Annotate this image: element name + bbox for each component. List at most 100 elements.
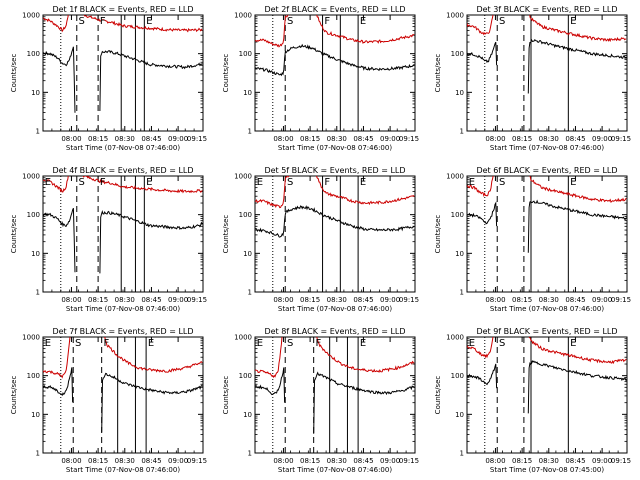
panel-det-9: Det 9f BLACK = Events, RED = LLD 1 10 100 10… (434, 327, 631, 474)
x-tick-label: 09:00 (592, 296, 612, 304)
x-tick-label: 09:00 (168, 296, 188, 304)
annotation-s: S (287, 177, 293, 188)
y-tick-label: 1000 (234, 173, 252, 181)
y-tick-label: 100 (27, 211, 40, 219)
y-axis-label: Counts/sec (10, 215, 18, 254)
annotation-f: F (103, 338, 109, 349)
series-lld-line (255, 176, 415, 209)
plot-frame (42, 336, 204, 454)
x-tick-label: 09:15 (611, 296, 631, 304)
x-tick-label: 09:00 (380, 296, 400, 304)
y-tick-label: 1 (36, 289, 40, 297)
annotation-e: E (45, 338, 51, 349)
x-tick-label: 08:15 (300, 296, 320, 304)
series-events-line-2 (101, 372, 203, 433)
annotation-e: E (146, 16, 152, 27)
x-tick-label: 08:45 (141, 296, 161, 304)
annotation-s: S (287, 16, 293, 27)
annotation-f: F (315, 338, 321, 349)
series-events-line (255, 43, 415, 77)
y-axis-label: Counts/sec (10, 54, 18, 93)
panel-title: Det 4f BLACK = Events, RED = LLD (52, 166, 193, 175)
series-lld-line (255, 337, 415, 379)
y-axis-label: Counts/sec (222, 376, 230, 415)
y-tick-label: 10 (243, 250, 252, 258)
x-tick-label: 08:30 (115, 296, 135, 304)
series-lld-line (467, 15, 627, 43)
y-tick-label: 1000 (234, 12, 252, 20)
x-tick-label: 08:30 (327, 457, 347, 465)
plot-frame (466, 336, 628, 454)
x-tick-label: 09:15 (399, 296, 419, 304)
annotation-e: E (360, 338, 366, 349)
y-tick-label: 100 (451, 211, 464, 219)
annotation-e: E (257, 177, 263, 188)
y-tick-label: 10 (31, 411, 40, 419)
annotation-e: E (45, 177, 51, 188)
series-lld-line (43, 337, 203, 379)
annotation-f: F (100, 16, 106, 27)
x-axis-label: Start Time (07-Nov-08 07:46:00) (278, 466, 392, 474)
series-lld-line (43, 176, 203, 194)
series-events-line-2 (527, 38, 627, 94)
x-tick-label: 08:00 (485, 296, 505, 304)
y-axis-label: Counts/sec (222, 54, 230, 93)
annotation-s: S (79, 16, 85, 27)
x-tick-label: 08:15 (512, 296, 532, 304)
y-tick-label: 1 (248, 450, 252, 458)
series-events-line-2 (99, 210, 203, 274)
series-lld-line (255, 15, 415, 48)
y-tick-label: 10 (455, 411, 464, 419)
y-axis-label: Counts/sec (222, 215, 230, 254)
y-tick-label: 1 (36, 128, 40, 136)
x-tick-label: 09:15 (187, 457, 207, 465)
x-tick-label: 08:30 (115, 135, 135, 143)
plot-frame (254, 175, 416, 293)
series-lld-line (467, 337, 627, 365)
annotation-e: E (148, 338, 154, 349)
x-tick-label: 09:00 (168, 457, 188, 465)
y-tick-label: 100 (239, 50, 252, 58)
x-axis-label: Start Time (07-Nov-08 07:46:00) (490, 305, 604, 313)
y-tick-label: 1 (460, 450, 464, 458)
x-axis-label: Start Time (07-Nov-08 07:45:00) (490, 466, 604, 474)
panel-det-8: Det 8f BLACK = Events, RED = LLD 1 10 100 10… (222, 327, 419, 474)
series-events-line (43, 367, 74, 403)
y-axis-label: Counts/sec (434, 215, 442, 254)
series-events-line-2 (99, 50, 203, 112)
y-tick-label: 1000 (234, 334, 252, 342)
y-tick-label: 10 (31, 250, 40, 258)
y-tick-label: 1000 (22, 173, 40, 181)
x-axis-label: Start Time (07-Nov-08 07:46:00) (278, 305, 392, 313)
x-tick-label: 08:30 (539, 296, 559, 304)
y-tick-label: 1 (248, 289, 252, 297)
y-tick-label: 10 (31, 89, 40, 97)
panel-det-1: Det 1f BLACK = Events, RED = LLD 1 10 100 10… (10, 5, 207, 152)
y-tick-label: 1 (36, 450, 40, 458)
y-tick-label: 1000 (22, 12, 40, 20)
series-events-line (467, 363, 498, 389)
x-tick-label: 08:00 (485, 457, 505, 465)
series-lld-line (43, 15, 203, 33)
annotation-s: S (79, 177, 85, 188)
annotation-e: E (360, 177, 366, 188)
plot-frame (466, 14, 628, 132)
panel-title: Det 1f BLACK = Events, RED = LLD (52, 5, 193, 14)
x-tick-label: 08:45 (565, 296, 585, 304)
plot-frame (254, 14, 416, 132)
annotation-s: S (287, 338, 293, 349)
panel-det-7: Det 7f BLACK = Events, RED = LLD 1 10 100 10… (10, 327, 207, 474)
panel-title: Det 2f BLACK = Events, RED = LLD (264, 5, 405, 14)
x-tick-label: 09:15 (187, 296, 207, 304)
x-tick-label: 09:15 (187, 135, 207, 143)
series-events-line-2 (527, 199, 627, 253)
x-tick-label: 08:00 (273, 457, 293, 465)
y-tick-label: 1000 (446, 12, 464, 20)
x-tick-label: 08:45 (141, 457, 161, 465)
x-tick-label: 08:15 (88, 296, 108, 304)
y-tick-label: 100 (27, 372, 40, 380)
series-events-line-2 (313, 371, 415, 434)
series-events-line (255, 367, 286, 403)
y-tick-label: 100 (451, 372, 464, 380)
